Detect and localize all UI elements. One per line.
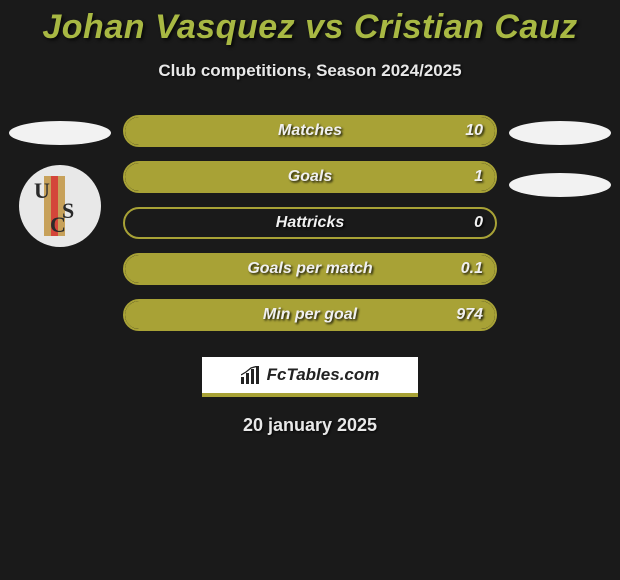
stat-value: 0.1 — [461, 260, 483, 278]
chart-bars-icon — [241, 366, 263, 384]
stat-label: Hattricks — [276, 214, 344, 232]
stat-value: 1 — [474, 168, 483, 186]
content-row: U S C Matches 10 Goals 1 Hattricks 0 Goals per… — [0, 115, 620, 345]
stat-bar: Matches 10 — [123, 115, 497, 147]
club-badge-inner: U S C — [30, 176, 90, 236]
branding-text: FcTables.com — [267, 365, 380, 385]
badge-letter: U — [34, 178, 50, 204]
stats-bars-column: Matches 10 Goals 1 Hattricks 0 Goals per match… — [120, 115, 500, 345]
stat-bar: Min per goal 974 — [123, 299, 497, 331]
comparison-title: Johan Vasquez vs Cristian Cauz — [0, 0, 620, 47]
player-avatar-placeholder-right-1 — [509, 121, 611, 145]
badge-letter: C — [50, 212, 66, 238]
stat-bar: Hattricks 0 — [123, 207, 497, 239]
stat-value: 974 — [456, 306, 483, 324]
club-badge-left: U S C — [19, 165, 101, 247]
player-avatar-placeholder-right-2 — [509, 173, 611, 197]
stat-label: Matches — [278, 122, 342, 140]
branding-box[interactable]: FcTables.com — [202, 357, 418, 397]
stat-value: 10 — [465, 122, 483, 140]
season-subtitle: Club competitions, Season 2024/2025 — [0, 61, 620, 81]
stat-label: Min per goal — [263, 306, 357, 324]
stat-label: Goals per match — [247, 260, 372, 278]
stat-label: Goals — [288, 168, 332, 186]
left-player-col: U S C — [0, 115, 120, 345]
stat-value: 0 — [474, 214, 483, 232]
player-avatar-placeholder-left — [9, 121, 111, 145]
stat-bar: Goals per match 0.1 — [123, 253, 497, 285]
snapshot-date: 20 january 2025 — [0, 415, 620, 436]
stat-bar: Goals 1 — [123, 161, 497, 193]
right-player-col — [500, 115, 620, 345]
